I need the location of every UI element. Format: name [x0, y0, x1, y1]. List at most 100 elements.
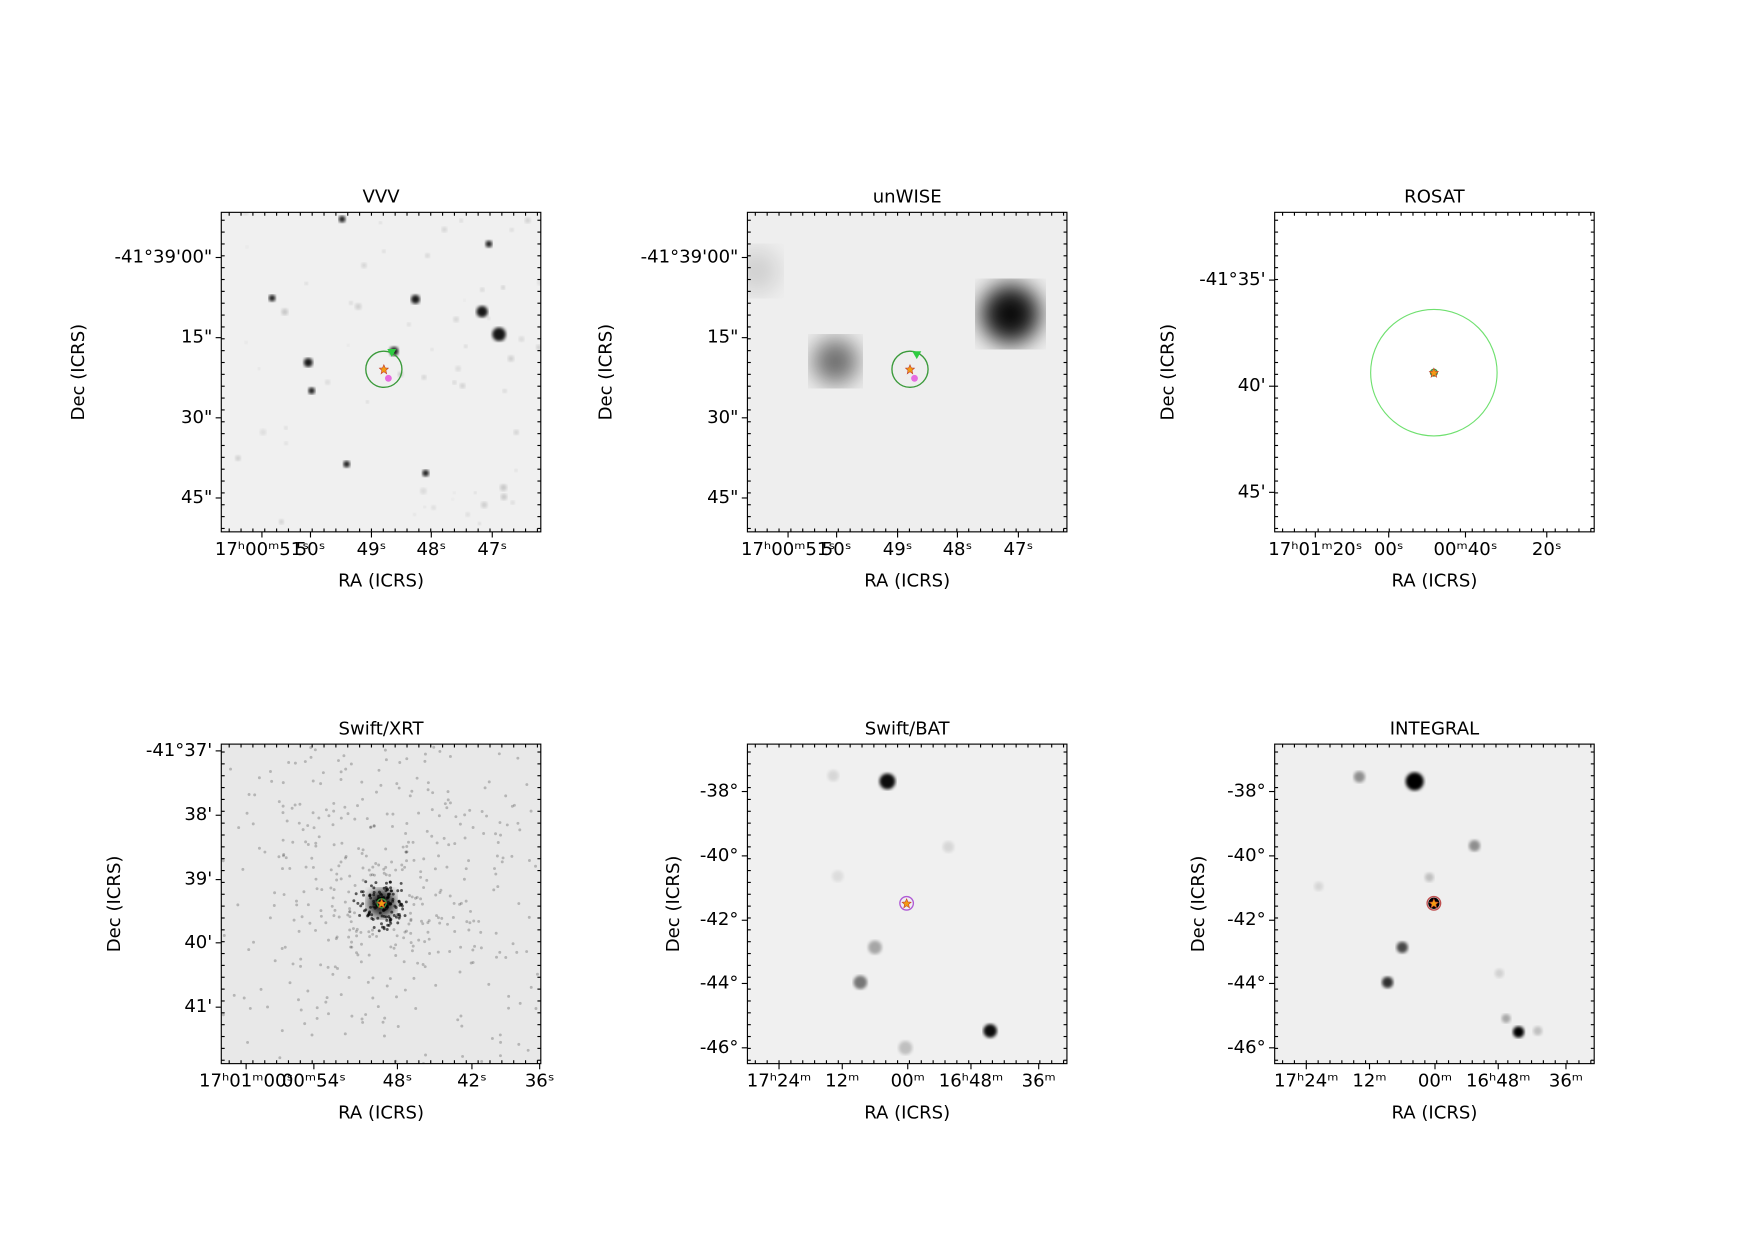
photon: [327, 938, 330, 942]
photon: [516, 756, 520, 760]
photon: [339, 816, 343, 820]
photon: [416, 961, 420, 965]
photon: [493, 867, 496, 871]
source: [463, 344, 468, 349]
photon: [431, 1106, 434, 1109]
photon: [402, 960, 406, 964]
photon: [529, 985, 533, 989]
photon: [459, 695, 462, 698]
image: [747, 744, 1067, 1064]
y-tick-label: -38°: [1227, 781, 1266, 802]
photon: [581, 942, 584, 945]
photon: [361, 902, 365, 906]
photon: [408, 894, 411, 897]
x-tick-label: 36ᵐ: [1549, 1071, 1583, 1092]
photon: [349, 762, 353, 766]
photon: [315, 1016, 319, 1020]
photon: [322, 691, 325, 694]
photon: [390, 860, 394, 864]
photon: [356, 804, 359, 808]
photon: [348, 928, 352, 932]
x-tick-label: 48ˢ: [943, 539, 973, 560]
photon: [505, 719, 508, 722]
photon: [498, 950, 502, 954]
x-tick-label: 47ˢ: [1004, 539, 1034, 560]
photon: [379, 783, 383, 787]
photon: [382, 871, 386, 875]
x-axis-label: RA (ICRS): [1391, 571, 1477, 592]
source: [481, 501, 488, 509]
photon: [346, 913, 350, 917]
image: [1274, 212, 1595, 532]
photon: [194, 1019, 197, 1022]
photon: [359, 904, 363, 908]
photon: [480, 1059, 484, 1063]
source: [1494, 968, 1504, 978]
photon: [203, 924, 206, 927]
photon: [327, 1012, 330, 1016]
photon: [360, 890, 363, 894]
photon: [377, 768, 381, 772]
photon: [448, 950, 452, 953]
photon: [329, 868, 333, 872]
photon: [380, 922, 383, 926]
photon: [424, 1053, 428, 1057]
photon: [426, 788, 430, 792]
photon: [392, 914, 396, 917]
photon: [404, 850, 408, 854]
frame: [746, 211, 1068, 533]
x-tick-label: 00ᵐ40ˢ: [1434, 539, 1498, 560]
photon: [305, 740, 308, 743]
photon: [453, 929, 457, 933]
x-tick-label: 00ᵐ54ˢ: [282, 1071, 346, 1092]
photon: [534, 864, 537, 868]
photon: [394, 954, 398, 957]
marker-star: [376, 898, 387, 909]
photon: [293, 761, 297, 765]
photon: [314, 844, 318, 848]
source: [1314, 881, 1324, 891]
photon: [334, 937, 338, 941]
y-tick-label: -42°: [700, 909, 738, 930]
photon: [371, 976, 375, 980]
photon: [204, 908, 207, 911]
source: [509, 227, 514, 232]
photon: [516, 821, 520, 825]
photon: [551, 878, 554, 881]
photon: [382, 925, 386, 929]
photon: [436, 916, 440, 920]
photon: [384, 758, 388, 762]
photon: [290, 806, 294, 810]
image-bg: [221, 212, 541, 532]
photon: [405, 929, 408, 933]
photon: [306, 989, 310, 993]
photon: [399, 881, 403, 885]
frame: [1274, 211, 1595, 533]
source: [410, 294, 420, 304]
y-tick-label: -38°: [700, 781, 738, 802]
photon: [446, 922, 449, 926]
source: [308, 387, 315, 395]
photon: [313, 748, 317, 752]
photon: [311, 779, 315, 783]
photon: [352, 710, 355, 713]
source: [487, 317, 491, 320]
photon: [604, 902, 607, 905]
photon: [347, 890, 351, 894]
photon: [471, 961, 475, 964]
photon: [311, 811, 315, 815]
photon: [545, 917, 548, 920]
photon: [330, 904, 334, 908]
image: [194, 691, 607, 1109]
photon: [391, 812, 395, 816]
photon: [395, 934, 399, 938]
photon: [410, 949, 414, 953]
photon: [312, 826, 316, 830]
photon: [420, 919, 423, 923]
photon: [551, 880, 554, 883]
photon: [384, 873, 388, 877]
marker-star: [1428, 367, 1440, 378]
x-axis-label: RA (ICRS): [864, 1102, 950, 1123]
photon: [320, 888, 324, 892]
